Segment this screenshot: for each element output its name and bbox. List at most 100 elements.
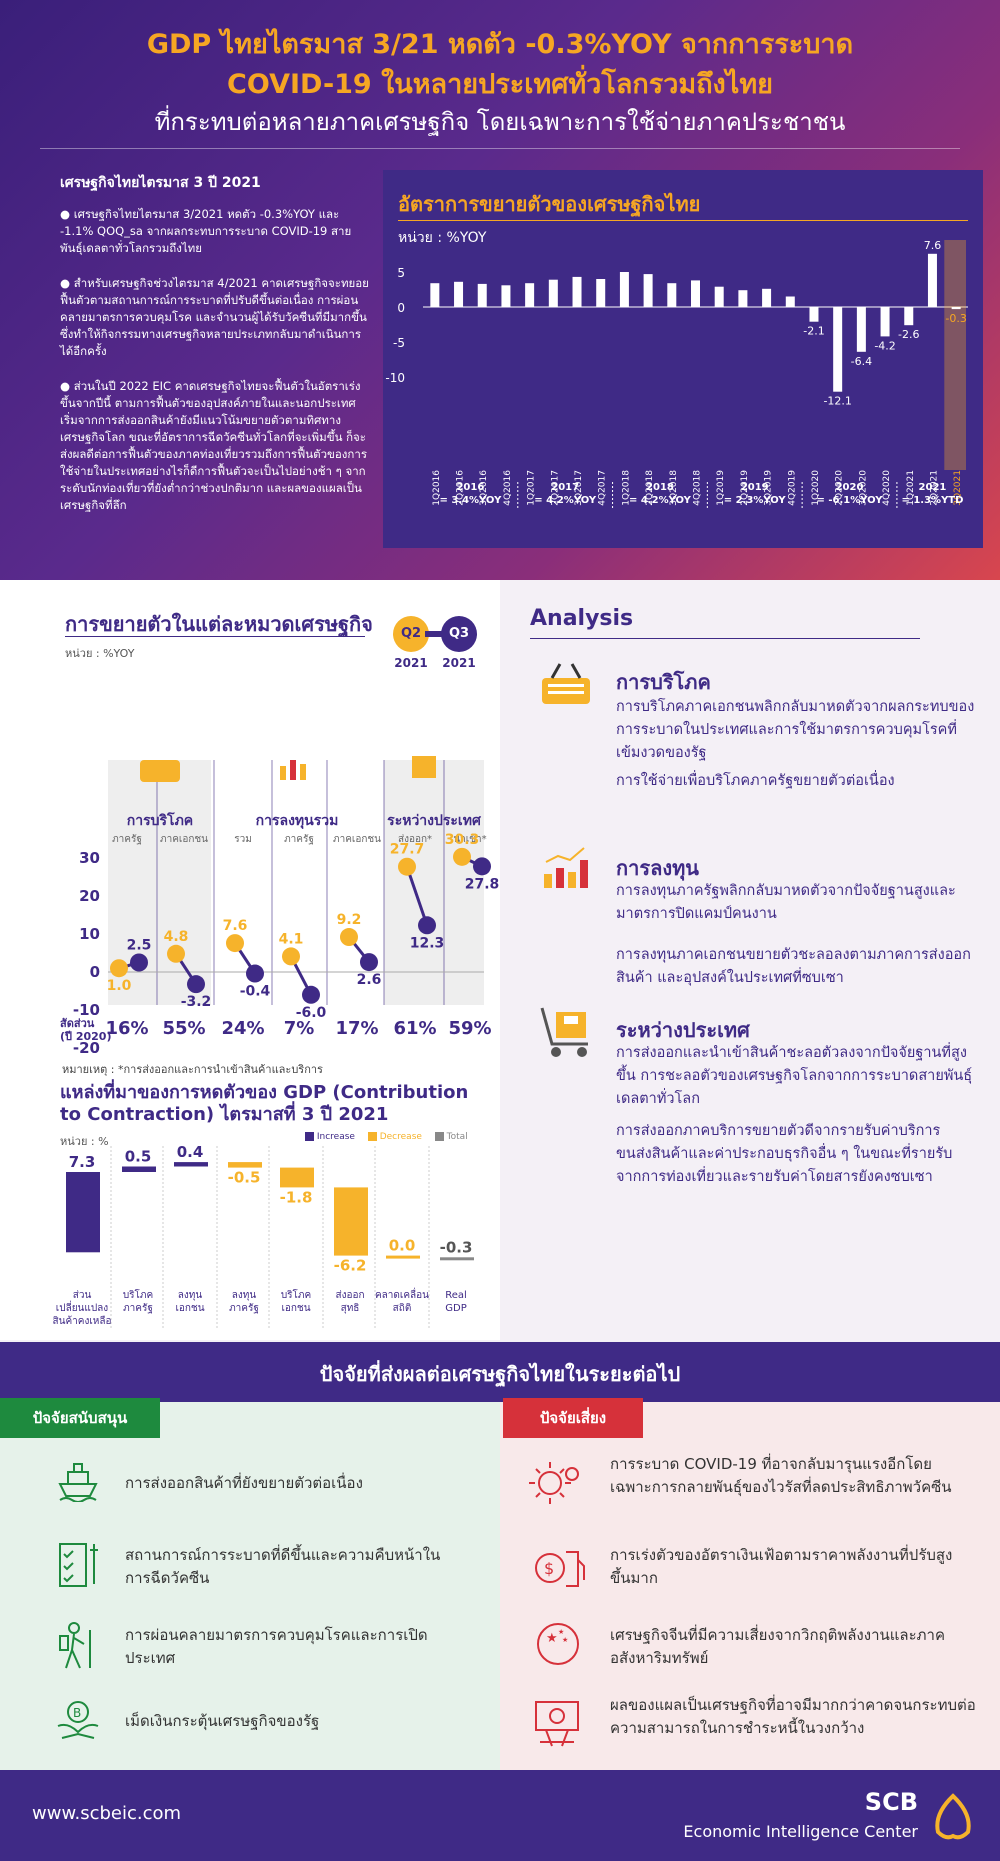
share-label: สัดส่วน (ปี 2020) [60,1017,111,1043]
summary-paragraph-1: ● เศรษฐกิจไทยไตรมาส 3/2021 หดตัว -0.3%YO… [60,207,352,255]
comp-q2-label: 4.8 [164,929,189,945]
gdp-bar [714,286,724,307]
contribution-x-tick: ส่วน [73,1290,92,1301]
contribution-title: แหล่งที่มาของการหดตัวของ GDP (Contributi… [60,1082,468,1126]
summary-paragraph-3: ● ส่วนในปี 2022 EIC คาดเศรษฐกิจไทยจะฟื้น… [60,379,368,512]
support-item-2: สถานการณ์การระบาดที่ดีขึ้นและความคืบหน้า… [125,1546,441,1587]
gdp-year-label: 2020 [836,482,864,493]
comp-x-tick: ภาครัฐ [112,834,142,845]
comp-q3-label: 12.3 [410,935,445,951]
gdp-bar [525,283,535,307]
gdp-x-tick: 2Q2017 [550,470,560,506]
contribution-title-line1: แหล่งที่มาของการหดตัวของ GDP (Contributi… [60,1082,469,1103]
comp-y-tick: 10 [79,925,100,943]
gdp-x-tick: 3Q2021 [953,470,963,506]
contribution-label: 7.3 [69,1153,96,1171]
gdp-bar [856,307,866,352]
gdp-year-value: = 4.2%YOY [534,495,597,506]
gdp-data-label: -4.2 [874,339,895,352]
vaccine-checklist-icon [59,1543,98,1587]
comp-q2-point [398,857,416,876]
comp-q3-label: 2.5 [127,938,152,954]
gdp-bar [833,307,843,392]
hero-section: GDP ไทยไตรมาส 3/21 หดตัว -0.3%YOY จากการ… [0,0,1000,580]
contribution-label: -0.5 [228,1169,261,1187]
comp-y-tick: 30 [79,849,100,867]
gdp-x-tick: 2Q2016 [456,470,466,506]
money-hands-icon: B [57,1701,99,1739]
gdp-x-tick: 1Q2020 [811,470,821,506]
comp-q3-point [130,953,148,972]
contribution-x-tick: ส่งออก [335,1290,364,1301]
contribution-bar [334,1187,368,1256]
gdp-x-tick: 2Q2020 [835,470,845,506]
support-tag: ปัจจัยสนับสนุน [0,1398,160,1438]
website-link[interactable]: www.scbeic.com [32,1803,182,1824]
gdp-data-label: -6.4 [851,355,872,368]
comp-q2-point [167,944,185,963]
share-value: 61% [393,1018,437,1039]
gdp-chart-title: อัตราการขยายตัวของเศรษฐกิจไทย [398,192,701,216]
support-item-3: การผ่อนคลายมาตรการควบคุมโรคและการเปิดประ… [125,1626,428,1667]
inflation-fuel-icon: $ [535,1551,585,1587]
components-unit: หน่วย : %YOY [65,647,135,660]
contribution-bar [280,1167,314,1188]
risk-item-2: การเร่งตัวของอัตราเงินเฟ้อตามราคาพลังงาน… [610,1546,953,1587]
china-flag-icon: ★ ★ ★ [537,1623,579,1665]
scb-logo-icon [935,1793,971,1840]
comp-q2-point [110,959,128,978]
comp-x-tick: ภาคเอกชน [160,834,208,845]
comp-x-tick: นำเข้า* [453,833,486,845]
gdp-bar [430,283,440,307]
gdp-data-label: -2.1 [803,325,824,338]
gdp-year-value: = -6.1%YOY [817,495,884,506]
gdp-x-tick: 4Q2020 [882,470,892,506]
summary-heading: เศรษฐกิจไทยไตรมาส 3 ปี 2021 [60,175,261,191]
comp-q2-point [340,928,358,947]
basket-icon [542,663,590,704]
gdp-bar [809,307,819,322]
gdp-highlight-band [944,240,966,470]
gdp-bar [880,307,890,337]
comp-x-tick: ส่งออก* [398,834,432,845]
contribution-x-tick: บริโภค [281,1288,311,1301]
share-value: 17% [335,1018,379,1039]
legend-total-label: Total [446,1132,468,1142]
gdp-x-tick: 4Q2019 [787,470,797,506]
legend-q3-year: 2021 [442,656,476,670]
contribution-label: 0.5 [125,1148,152,1166]
contribution-x-tick: ลงทุน [232,1290,257,1301]
comp-q3-label: -3.2 [181,994,212,1010]
gdp-bar [501,285,511,307]
gdp-x-tick: 2Q2021 [929,470,939,506]
brand-subtitle: Economic Intelligence Center [683,1822,918,1841]
gdp-chart-panel: อัตราการขยายตัวของเศรษฐกิจไทย หน่วย : %Y… [383,170,983,548]
svg-text:★: ★ [546,1631,558,1646]
contribution-x-tick: Real [445,1290,467,1301]
comp-q3-label: 27.8 [465,876,500,892]
comp-y-tick: -10 [73,1001,100,1019]
gdp-bar [691,280,700,307]
summary-column: เศรษฐกิจไทยไตรมาส 3 ปี 2021 ● เศรษฐกิจไท… [60,175,370,532]
legend-q3-marker: Q3 [441,616,477,652]
divider [398,220,968,221]
comp-q2-label: 27.7 [390,842,425,858]
support-item-4: เม็ดเงินกระตุ้นเศรษฐกิจของรัฐ [125,1712,320,1730]
svg-text:B: B [73,1706,81,1720]
gdp-x-tick: 3Q2020 [858,470,868,506]
contribution-x-tick: สถิติ [393,1303,412,1314]
contribution-bar [440,1257,474,1261]
gdp-bar [596,279,606,307]
share-label-year: (ปี 2020) [60,1030,112,1043]
basket-icon [140,760,180,782]
gdp-y-tick: -5 [393,336,405,350]
bar-growth-icon [544,847,588,888]
comp-q3-label: -6.0 [296,1005,327,1021]
components-title: การขยายตัวในแต่ละหมวดเศรษฐกิจ [65,612,373,636]
gdp-bar [904,307,914,326]
gdp-year-value: = 4.2%YOY [629,495,692,506]
risk-tag: ปัจจัยเสี่ยง [503,1398,643,1438]
gdp-bar [572,276,582,307]
comp-q2-label: 1.0 [107,978,132,994]
